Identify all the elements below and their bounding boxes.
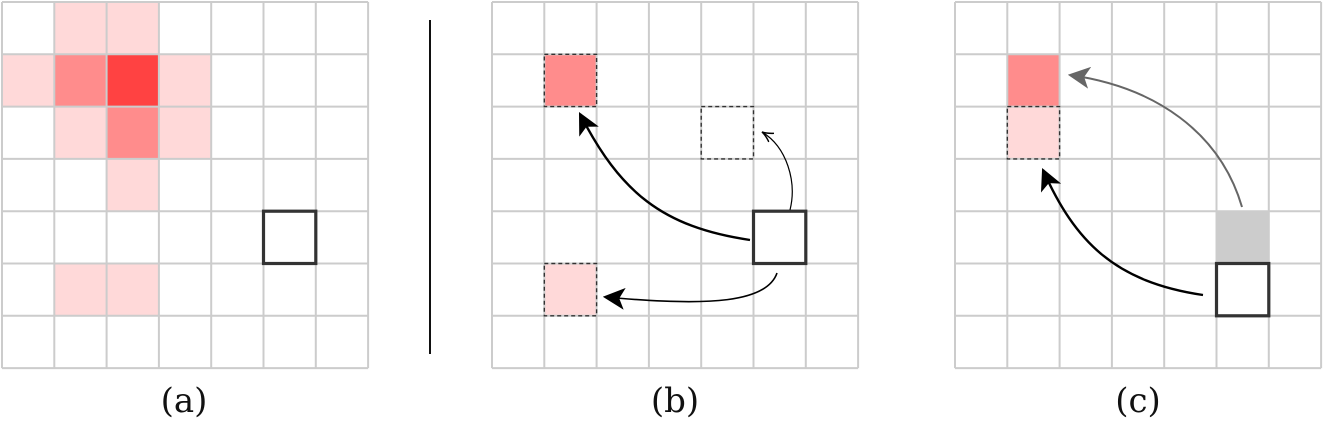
heat-cell-medium [106, 106, 159, 159]
panel-a-agent-layer [261, 209, 318, 266]
heat-cell-medium [544, 54, 597, 107]
panel-c-gray-layer [1216, 211, 1269, 264]
panel-c [954, 1, 1323, 370]
target-cell-outline [543, 262, 598, 317]
arrow-black-to-lower-target [1040, 167, 1204, 297]
heat-cell-light [106, 2, 159, 55]
panel-a [1, 1, 370, 370]
heat-cell-medium [1007, 54, 1060, 107]
arrow-gray-to-upper-target [1067, 66, 1243, 208]
caption-a: (a) [161, 381, 208, 421]
heat-cell-medium [54, 54, 107, 107]
caption-b: (b) [651, 381, 699, 421]
arrow-to-light-target [602, 272, 778, 310]
heat-cell-light [2, 54, 55, 107]
arrow-to-strong-target [578, 112, 751, 242]
heat-cell-light [158, 106, 212, 159]
heat-cell-light [544, 263, 597, 316]
heat-cell-light [158, 54, 212, 107]
arrow-to-empty-target [762, 132, 793, 211]
heat-cell-light [1007, 106, 1060, 159]
target-cell-outline [1006, 105, 1061, 160]
panel-c-arrows [1040, 66, 1243, 297]
heat-cell-light [106, 158, 159, 212]
heat-cell-light [106, 263, 159, 316]
heat-cell-light [54, 106, 107, 159]
target-cell-outline [700, 105, 755, 160]
panel-b-arrows [578, 112, 793, 310]
agent-cell [261, 209, 318, 266]
caption-c: (c) [1115, 381, 1161, 421]
previous-position-cell [1216, 211, 1269, 264]
heat-cell-light [54, 2, 107, 55]
agent-cell [1214, 261, 1271, 318]
panel-c-agent-layer [1214, 261, 1271, 318]
heat-cell-light [54, 263, 107, 316]
panel-b-dashed-layer [543, 53, 755, 317]
agent-cell [751, 209, 808, 266]
panel-b-agent-layer [751, 209, 808, 266]
panel-a-heat-layer [2, 2, 212, 316]
panel-b [491, 1, 860, 370]
target-cell-outline [543, 53, 598, 108]
panel-c-heat-layer [1007, 54, 1060, 159]
panel-b-heat-layer [544, 54, 597, 316]
heat-cell-strong [106, 54, 159, 107]
panel-c-dashed-layer [1006, 105, 1061, 160]
